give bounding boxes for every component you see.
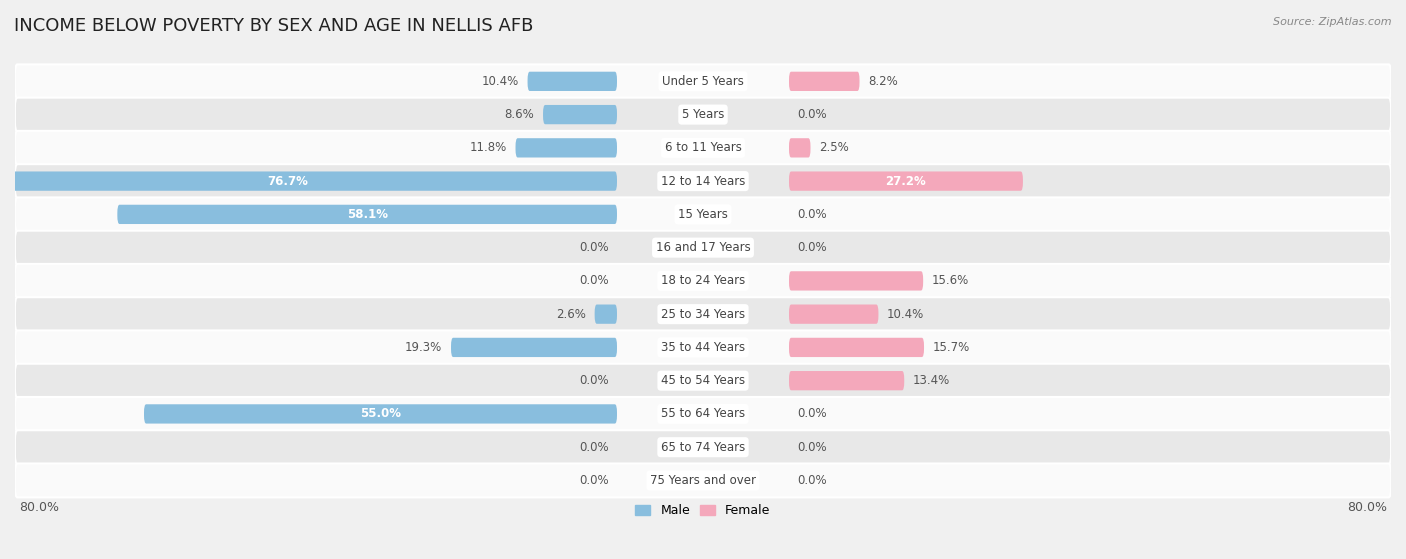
FancyBboxPatch shape xyxy=(15,330,1391,364)
FancyBboxPatch shape xyxy=(143,404,617,424)
FancyBboxPatch shape xyxy=(789,338,924,357)
FancyBboxPatch shape xyxy=(789,305,879,324)
Text: 0.0%: 0.0% xyxy=(797,208,827,221)
FancyBboxPatch shape xyxy=(789,138,810,158)
FancyBboxPatch shape xyxy=(789,371,904,390)
FancyBboxPatch shape xyxy=(516,138,617,158)
Text: 0.0%: 0.0% xyxy=(797,108,827,121)
Text: 0.0%: 0.0% xyxy=(579,374,609,387)
Text: 15.6%: 15.6% xyxy=(932,274,969,287)
Text: 13.4%: 13.4% xyxy=(912,374,950,387)
Text: 80.0%: 80.0% xyxy=(1347,501,1386,514)
Text: 18 to 24 Years: 18 to 24 Years xyxy=(661,274,745,287)
FancyBboxPatch shape xyxy=(543,105,617,124)
Text: 0.0%: 0.0% xyxy=(579,474,609,487)
Text: 15 Years: 15 Years xyxy=(678,208,728,221)
FancyBboxPatch shape xyxy=(15,98,1391,131)
Text: 19.3%: 19.3% xyxy=(405,341,443,354)
Text: 76.7%: 76.7% xyxy=(267,174,308,188)
Text: 0.0%: 0.0% xyxy=(579,241,609,254)
FancyBboxPatch shape xyxy=(527,72,617,91)
FancyBboxPatch shape xyxy=(15,164,1391,198)
FancyBboxPatch shape xyxy=(0,172,617,191)
Text: 0.0%: 0.0% xyxy=(797,408,827,420)
Text: 5 Years: 5 Years xyxy=(682,108,724,121)
Text: 58.1%: 58.1% xyxy=(347,208,388,221)
FancyBboxPatch shape xyxy=(15,297,1391,331)
FancyBboxPatch shape xyxy=(15,64,1391,98)
Text: 10.4%: 10.4% xyxy=(482,75,519,88)
Text: Under 5 Years: Under 5 Years xyxy=(662,75,744,88)
FancyBboxPatch shape xyxy=(117,205,617,224)
Text: 55.0%: 55.0% xyxy=(360,408,401,420)
FancyBboxPatch shape xyxy=(15,231,1391,264)
Text: Source: ZipAtlas.com: Source: ZipAtlas.com xyxy=(1274,17,1392,27)
FancyBboxPatch shape xyxy=(15,397,1391,431)
Text: 75 Years and over: 75 Years and over xyxy=(650,474,756,487)
Text: 11.8%: 11.8% xyxy=(470,141,508,154)
Text: 16 and 17 Years: 16 and 17 Years xyxy=(655,241,751,254)
Text: 27.2%: 27.2% xyxy=(886,174,927,188)
Text: 45 to 54 Years: 45 to 54 Years xyxy=(661,374,745,387)
Text: 10.4%: 10.4% xyxy=(887,307,924,321)
Text: 0.0%: 0.0% xyxy=(579,274,609,287)
Text: 8.6%: 8.6% xyxy=(505,108,534,121)
FancyBboxPatch shape xyxy=(15,264,1391,298)
Text: 65 to 74 Years: 65 to 74 Years xyxy=(661,440,745,454)
FancyBboxPatch shape xyxy=(789,72,859,91)
FancyBboxPatch shape xyxy=(15,463,1391,498)
Text: 80.0%: 80.0% xyxy=(20,501,59,514)
FancyBboxPatch shape xyxy=(451,338,617,357)
Text: 0.0%: 0.0% xyxy=(797,440,827,454)
Text: 6 to 11 Years: 6 to 11 Years xyxy=(665,141,741,154)
Text: 12 to 14 Years: 12 to 14 Years xyxy=(661,174,745,188)
Legend: Male, Female: Male, Female xyxy=(630,499,776,522)
Text: 0.0%: 0.0% xyxy=(797,474,827,487)
Text: INCOME BELOW POVERTY BY SEX AND AGE IN NELLIS AFB: INCOME BELOW POVERTY BY SEX AND AGE IN N… xyxy=(14,17,533,35)
Text: 55 to 64 Years: 55 to 64 Years xyxy=(661,408,745,420)
Text: 15.7%: 15.7% xyxy=(932,341,970,354)
FancyBboxPatch shape xyxy=(789,271,924,291)
FancyBboxPatch shape xyxy=(15,197,1391,231)
FancyBboxPatch shape xyxy=(595,305,617,324)
FancyBboxPatch shape xyxy=(15,131,1391,165)
Text: 2.5%: 2.5% xyxy=(820,141,849,154)
Text: 8.2%: 8.2% xyxy=(868,75,898,88)
Text: 2.6%: 2.6% xyxy=(557,307,586,321)
Text: 25 to 34 Years: 25 to 34 Years xyxy=(661,307,745,321)
Text: 35 to 44 Years: 35 to 44 Years xyxy=(661,341,745,354)
FancyBboxPatch shape xyxy=(789,172,1024,191)
FancyBboxPatch shape xyxy=(15,430,1391,464)
Text: 0.0%: 0.0% xyxy=(797,241,827,254)
FancyBboxPatch shape xyxy=(15,364,1391,397)
Text: 0.0%: 0.0% xyxy=(579,440,609,454)
